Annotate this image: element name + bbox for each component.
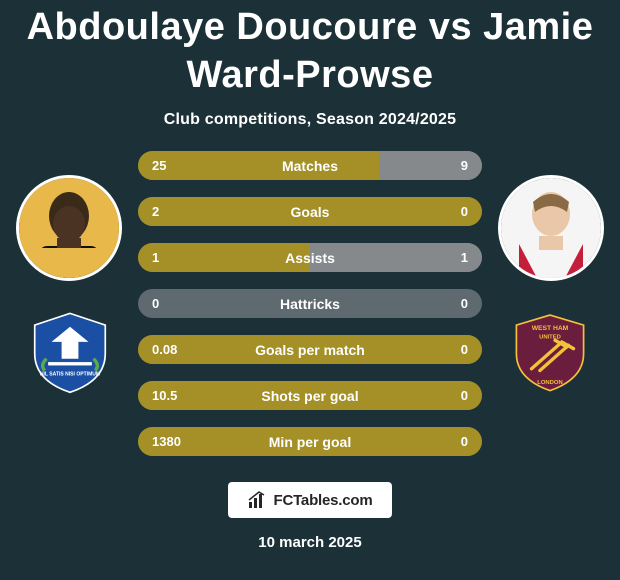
svg-text:NIL SATIS NISI OPTIMUM: NIL SATIS NISI OPTIMUM	[40, 372, 100, 378]
club-left-crest: NIL SATIS NISI OPTIMUM	[20, 310, 120, 394]
stat-row: 10.5Shots per goal0	[138, 381, 482, 410]
stat-row: 2Goals0	[138, 197, 482, 226]
stat-value-right: 1	[461, 250, 468, 265]
stat-label: Assists	[138, 250, 482, 266]
svg-text:UNITED: UNITED	[539, 335, 561, 341]
club-right-crest: WEST HAM UNITED LONDON	[500, 310, 600, 394]
stat-label: Goals per match	[138, 342, 482, 358]
stat-value-right: 0	[461, 434, 468, 449]
stat-value-right: 0	[461, 388, 468, 403]
stats-list: 25Matches92Goals01Assists10Hattricks00.0…	[138, 151, 482, 456]
stat-label: Goals	[138, 204, 482, 220]
stat-row: 1380Min per goal0	[138, 427, 482, 456]
snapshot-date: 10 march 2025	[0, 534, 620, 551]
stat-row: 1Assists1	[138, 243, 482, 272]
stat-value-right: 0	[461, 296, 468, 311]
stat-value-right: 9	[461, 158, 468, 173]
comparison-title: Abdoulaye Doucoure vs Jamie Ward-Prowse	[0, 4, 620, 99]
stat-value-right: 0	[461, 204, 468, 219]
comparison-subtitle: Club competitions, Season 2024/2025	[0, 111, 620, 129]
stat-row: 25Matches9	[138, 151, 482, 180]
stat-label: Min per goal	[138, 434, 482, 450]
stat-row: 0.08Goals per match0	[138, 335, 482, 364]
source-badge: FCTables.com	[228, 482, 392, 518]
svg-text:WEST HAM: WEST HAM	[532, 325, 569, 332]
player-right-avatar	[498, 175, 604, 281]
source-brand-text: FCTables.com	[273, 492, 372, 509]
stat-value-right: 0	[461, 342, 468, 357]
stat-label: Matches	[138, 158, 482, 174]
stat-label: Hattricks	[138, 296, 482, 312]
player-left-avatar	[16, 175, 122, 281]
stat-row: 0Hattricks0	[138, 289, 482, 318]
stat-label: Shots per goal	[138, 388, 482, 404]
svg-text:LONDON: LONDON	[537, 380, 562, 386]
chart-icon	[247, 490, 267, 510]
